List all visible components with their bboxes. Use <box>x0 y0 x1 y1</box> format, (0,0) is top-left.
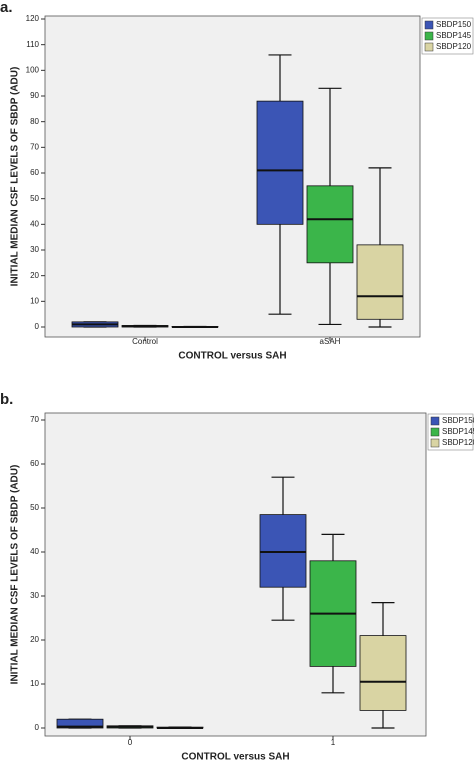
y-tick-label: 20 <box>30 271 39 280</box>
y-tick-label: 30 <box>30 591 39 600</box>
y-tick-label: 80 <box>30 117 39 126</box>
box <box>306 185 354 264</box>
y-tick-label: 10 <box>30 679 39 688</box>
y-tick-label: 70 <box>30 142 39 151</box>
y-tick-label: 60 <box>30 168 39 177</box>
y-tick-label: 110 <box>26 40 39 49</box>
x-tick-label: 1 <box>331 738 336 747</box>
y-tick-label: 0 <box>35 723 40 732</box>
x-tick-label: Control <box>132 337 158 346</box>
box <box>259 514 307 588</box>
legend-swatch <box>430 438 440 448</box>
legend-label: SBDP150 <box>436 20 472 29</box>
legend-label: SBDP120 <box>436 42 472 51</box>
box <box>256 100 304 225</box>
legend-label: SBDP145 <box>442 427 474 436</box>
y-axis-title: INITIAL MEDIAN CSF LEVELS OF SBDP (ADU) <box>10 67 21 287</box>
x-tick-label: aSAH <box>320 337 341 346</box>
y-tick-label: 90 <box>30 91 39 100</box>
legend-swatch <box>424 20 434 30</box>
y-tick-label: 0 <box>35 322 40 331</box>
legend-swatch <box>430 416 440 426</box>
y-tick-label: 70 <box>30 415 39 424</box>
legend-swatch <box>424 42 434 52</box>
legend-label: SBDP145 <box>436 31 472 40</box>
legend-label: SBDP120 <box>442 438 474 447</box>
y-tick-label: 100 <box>26 65 40 74</box>
legend-swatch <box>424 31 434 41</box>
y-tick-label: 40 <box>30 219 39 228</box>
legend-swatch <box>430 427 440 437</box>
box <box>359 635 407 711</box>
y-tick-label: 40 <box>30 547 39 556</box>
legend-label: SBDP150 <box>442 416 474 425</box>
y-tick-label: 20 <box>30 635 39 644</box>
y-tick-label: 50 <box>30 194 39 203</box>
y-axis-title: INITIAL MEDIAN CSF LEVELS OF SBDP (ADU) <box>10 465 21 685</box>
panel-label: a. <box>0 0 13 16</box>
x-tick-label: 0 <box>128 738 133 747</box>
box <box>356 244 404 320</box>
y-tick-label: 30 <box>30 245 39 254</box>
x-axis-title: CONTROL versus SAH <box>181 752 289 763</box>
x-axis-title: CONTROL versus SAH <box>178 351 286 362</box>
box <box>56 718 104 729</box>
panel-label: b. <box>0 391 13 408</box>
y-tick-label: 50 <box>30 503 39 512</box>
y-tick-label: 10 <box>30 296 39 305</box>
y-tick-label: 120 <box>26 14 40 23</box>
y-tick-label: 60 <box>30 459 39 468</box>
